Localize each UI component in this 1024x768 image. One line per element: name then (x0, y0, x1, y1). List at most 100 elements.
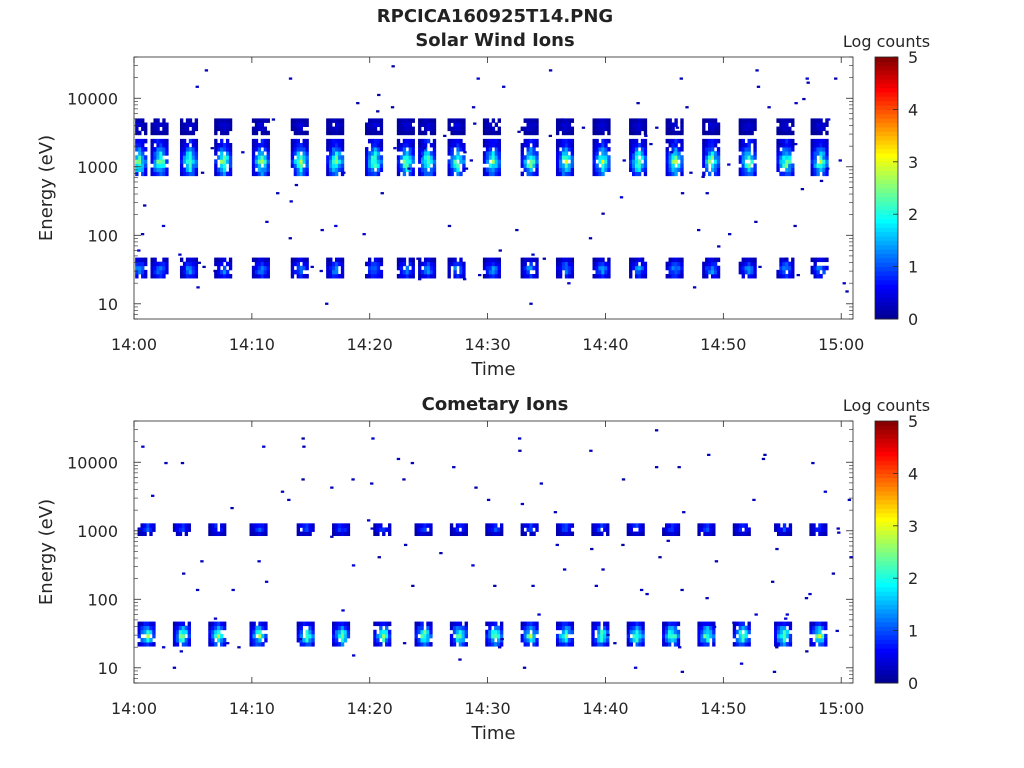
heatmap-cell (634, 118, 639, 123)
heatmap-cell (738, 155, 743, 160)
heatmap-cell (776, 621, 781, 627)
y-tick-label: 10000 (67, 453, 118, 472)
heatmap-cell (146, 633, 150, 639)
heatmap-cell (251, 167, 256, 173)
heatmap-cell (741, 163, 745, 168)
heatmap-cell (405, 151, 410, 156)
heatmap-cell (135, 269, 139, 275)
heatmap-cell (555, 621, 560, 627)
heatmap-cell (302, 142, 306, 148)
heatmap-cell (677, 269, 681, 275)
heatmap-cell (162, 261, 166, 267)
heatmap-cell (222, 167, 227, 173)
heatmap-cell (376, 633, 380, 639)
heatmap-cell (255, 523, 259, 528)
heatmap-cell (747, 142, 751, 148)
heatmap-cell (520, 151, 524, 156)
heatmap-cell (263, 171, 268, 177)
heatmap-cell (228, 257, 233, 263)
sparse-count-cell (779, 142, 783, 146)
heatmap-cell (785, 159, 789, 164)
heatmap-cell (429, 261, 434, 267)
heatmap-cell (782, 138, 786, 144)
heatmap-cell (185, 163, 190, 168)
heatmap-cell (705, 261, 709, 267)
heatmap-cell (329, 269, 333, 275)
heatmap-cell (564, 118, 569, 123)
heatmap-cell (662, 633, 666, 639)
heatmap-cell (178, 625, 183, 631)
heatmap-cell (340, 155, 345, 160)
heatmap-cell (365, 273, 369, 279)
heatmap-cell (564, 138, 569, 144)
heatmap-cell (459, 265, 463, 271)
heatmap-cell (712, 637, 716, 643)
heatmap-cell (432, 130, 437, 136)
heatmap-cell (299, 642, 303, 647)
heatmap-cell (302, 130, 306, 136)
sparse-count-cell (808, 592, 812, 596)
heatmap-cell (426, 163, 431, 168)
heatmap-cell (782, 155, 786, 160)
heatmap-cell (818, 523, 822, 528)
heatmap-cell (340, 269, 345, 275)
heatmap-cell (141, 155, 145, 160)
heatmap-cell (305, 629, 309, 635)
heatmap-cell (305, 155, 309, 160)
colorbar-segment (875, 100, 898, 106)
heatmap-cell (809, 629, 813, 635)
heatmap-cell (211, 637, 215, 643)
heatmap-cell (302, 151, 306, 156)
heatmap-cell (782, 269, 786, 275)
sparse-count-cell (784, 617, 788, 620)
heatmap-cell (299, 633, 303, 639)
heatmap-cell (709, 621, 713, 627)
heatmap-cell (535, 269, 539, 275)
sparse-count-cell (341, 609, 345, 612)
heatmap-cell (456, 142, 460, 148)
heatmap-cell (299, 155, 303, 160)
sparse-count-cell (301, 437, 305, 440)
heatmap-cell (738, 629, 743, 635)
heatmap-cell (455, 633, 460, 639)
heatmap-cell (455, 637, 460, 643)
heatmap-cell (629, 527, 633, 532)
heatmap-cell (708, 171, 712, 177)
heatmap-cell (194, 155, 199, 160)
heatmap-cell (449, 527, 454, 532)
heatmap-cell (251, 126, 256, 132)
heatmap-cell (535, 155, 539, 160)
heatmap-cell (810, 269, 814, 275)
heatmap-cell (643, 142, 648, 148)
heatmap-cell (785, 531, 790, 537)
heatmap-cell (744, 118, 748, 123)
heatmap-cell (399, 167, 404, 173)
heatmap-cell (810, 126, 814, 132)
heatmap-cell (152, 625, 156, 631)
heatmap-cell (399, 269, 404, 275)
heatmap-cell (810, 171, 814, 177)
heatmap-cell (561, 155, 566, 160)
heatmap-cell (447, 122, 451, 127)
heatmap-cell (187, 637, 191, 643)
heatmap-cell (668, 138, 672, 144)
heatmap-cell (411, 269, 415, 275)
sparse-count-cell (411, 584, 415, 587)
heatmap-cell (194, 163, 199, 168)
heatmap-cell (329, 142, 333, 148)
heatmap-cell (367, 257, 372, 263)
heatmap-cell (706, 527, 710, 532)
heatmap-cell (632, 147, 636, 152)
heatmap-cell (523, 269, 527, 275)
heatmap-cell (311, 527, 315, 532)
heatmap-cell (744, 637, 748, 643)
heatmap-cell (595, 138, 599, 144)
heatmap-cell (744, 163, 748, 168)
heatmap-cell (700, 637, 704, 643)
heatmap-cell (135, 142, 139, 148)
heatmap-cell (491, 621, 495, 627)
heatmap-cell (423, 130, 428, 136)
heatmap-cell (149, 642, 153, 647)
heatmap-cell (429, 621, 433, 627)
